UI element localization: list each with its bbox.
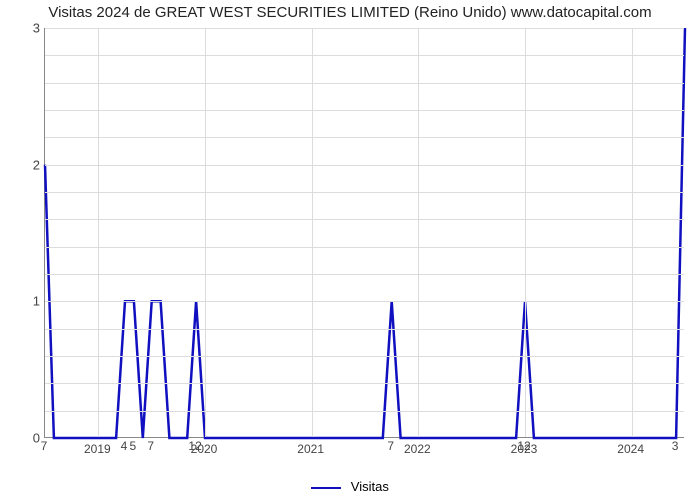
gridline-h-minor bbox=[45, 356, 684, 357]
data-point-label: 5 bbox=[130, 439, 137, 453]
chart-title: Visitas 2024 de GREAT WEST SECURITIES LI… bbox=[0, 4, 700, 21]
gridline-h bbox=[45, 301, 684, 302]
ytick-label: 2 bbox=[33, 157, 40, 172]
gridline-h-minor bbox=[45, 55, 684, 56]
gridline-h-minor bbox=[45, 192, 684, 193]
legend-swatch bbox=[311, 487, 341, 489]
gridline-h-minor bbox=[45, 247, 684, 248]
gridline-h bbox=[45, 165, 684, 166]
gridline-h-minor bbox=[45, 219, 684, 220]
data-point-label: 7 bbox=[387, 439, 394, 453]
ytick-label: 0 bbox=[33, 431, 40, 446]
plot-area bbox=[44, 28, 684, 438]
gridline-v bbox=[205, 28, 206, 437]
ytick-label: 3 bbox=[33, 21, 40, 36]
gridline-h-minor bbox=[45, 329, 684, 330]
ytick-label: 1 bbox=[33, 294, 40, 309]
legend: Visitas bbox=[0, 479, 700, 494]
gridline-v bbox=[98, 28, 99, 437]
data-point-label: 12 bbox=[188, 439, 201, 453]
data-point-label: 7 bbox=[147, 439, 154, 453]
line-series bbox=[45, 28, 685, 438]
gridline-h bbox=[45, 28, 684, 29]
data-point-label: 12 bbox=[517, 439, 530, 453]
xtick-label: 2021 bbox=[297, 442, 324, 456]
xtick-label: 2024 bbox=[617, 442, 644, 456]
data-point-label: 4 bbox=[121, 439, 128, 453]
gridline-v bbox=[418, 28, 419, 437]
data-point-label: 3 bbox=[672, 439, 679, 453]
xtick-label: 2019 bbox=[84, 442, 111, 456]
visits-chart: Visitas 2024 de GREAT WEST SECURITIES LI… bbox=[0, 0, 700, 500]
gridline-h-minor bbox=[45, 274, 684, 275]
gridline-h-minor bbox=[45, 411, 684, 412]
gridline-h-minor bbox=[45, 110, 684, 111]
data-point-label: 7 bbox=[41, 439, 48, 453]
gridline-h-minor bbox=[45, 137, 684, 138]
gridline-h-minor bbox=[45, 383, 684, 384]
gridline-v bbox=[312, 28, 313, 437]
gridline-v bbox=[525, 28, 526, 437]
gridline-h-minor bbox=[45, 83, 684, 84]
gridline-v bbox=[632, 28, 633, 437]
xtick-label: 2022 bbox=[404, 442, 431, 456]
legend-label: Visitas bbox=[351, 479, 389, 494]
